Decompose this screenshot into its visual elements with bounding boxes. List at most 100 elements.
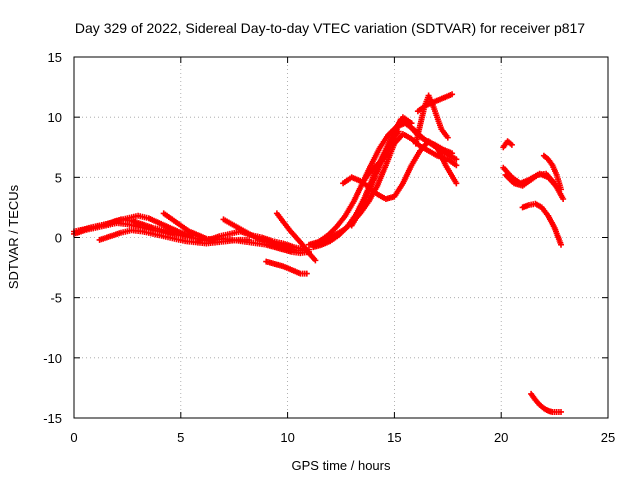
x-tick-label: 15 (387, 430, 401, 445)
data-point (502, 171, 516, 185)
data-point (528, 171, 541, 183)
data-point (538, 204, 550, 218)
data-point (303, 270, 310, 277)
x-tick-label: 25 (601, 430, 615, 445)
data-point (532, 200, 544, 210)
data-point (397, 116, 411, 128)
data-point (540, 405, 550, 413)
data-point (241, 228, 257, 240)
data-point (519, 177, 533, 189)
y-tick-label: 10 (48, 110, 62, 125)
data-point (438, 126, 450, 139)
data-point (293, 234, 305, 247)
data-point (449, 150, 456, 157)
data-point (408, 149, 422, 169)
series-arc-3 (75, 216, 189, 240)
data-point (365, 170, 380, 195)
data-point (350, 182, 365, 205)
axis-ticks: 0 5 10 15 20 25 -15 -10 -5 0 5 10 15 (43, 50, 615, 445)
x-tick-label: 20 (494, 430, 508, 445)
series-arc-23 (540, 152, 565, 193)
data-point (526, 201, 537, 208)
data-point (549, 409, 558, 415)
data-point (299, 241, 311, 255)
data-point (367, 147, 382, 169)
y-axis-label: SDTVAR / TECUs (6, 184, 21, 289)
y-tick-label: -15 (43, 411, 62, 426)
data-point (558, 186, 565, 193)
x-tick-label: 5 (177, 430, 184, 445)
data-point (306, 250, 318, 262)
x-tick-label: 0 (70, 430, 77, 445)
data-point (504, 138, 514, 147)
data-point (558, 408, 565, 415)
data-point (399, 164, 414, 187)
data-point (325, 225, 339, 239)
data-point (107, 230, 123, 240)
data-point (376, 133, 390, 152)
data-point (453, 162, 460, 169)
data-point (545, 174, 559, 189)
data-point (560, 195, 567, 202)
data-point (391, 182, 405, 200)
data-point (453, 156, 460, 163)
data-point (380, 134, 395, 163)
data-point (273, 210, 285, 224)
series-arc-24 (528, 390, 565, 415)
data-point (280, 218, 292, 232)
data-point (500, 164, 514, 179)
data-point (442, 162, 459, 185)
series-arc-7 (220, 216, 312, 254)
data-point (429, 102, 440, 119)
data-point (335, 225, 349, 239)
data-point (177, 222, 191, 234)
data-point (160, 210, 174, 222)
data-point (348, 209, 363, 229)
y-tick-label: 5 (55, 170, 62, 185)
x-axis-label: GPS time / hours (292, 458, 391, 473)
data-point (434, 114, 444, 131)
series-arc-19 (500, 138, 515, 151)
y-tick-label: 0 (55, 231, 62, 246)
chart-title: Day 329 of 2022, Sidereal Day-to-day VTE… (75, 20, 585, 36)
data-point (444, 151, 458, 162)
data-point (399, 114, 413, 125)
data-point (540, 152, 550, 162)
data-point (553, 409, 562, 415)
data-point (359, 172, 371, 187)
data-point (508, 141, 515, 148)
data-point (453, 180, 460, 187)
series-arc-21 (502, 170, 560, 190)
series-arc-9 (273, 210, 319, 264)
data-point (528, 390, 538, 402)
series-arc-18 (412, 92, 451, 147)
data-point (444, 156, 458, 168)
data-point (545, 212, 557, 230)
data-point (449, 91, 456, 98)
data-point (532, 396, 542, 407)
data-point (536, 401, 546, 411)
data-point (372, 159, 383, 170)
data-point (357, 190, 371, 214)
data-point (374, 191, 388, 201)
data-series (71, 91, 567, 415)
data-point (558, 241, 565, 248)
data-point (333, 214, 348, 230)
grid (74, 57, 608, 418)
x-tick-label: 10 (280, 430, 294, 445)
data-point (425, 147, 439, 158)
data-point (545, 156, 555, 167)
data-point (220, 216, 236, 228)
y-tick-label: -5 (50, 291, 62, 306)
data-point (444, 134, 451, 141)
y-tick-label: -10 (43, 351, 62, 366)
data-point (312, 257, 319, 264)
data-point (342, 200, 356, 219)
data-point (327, 233, 341, 245)
data-point (374, 164, 389, 189)
data-point (365, 164, 377, 177)
series-arc-8 (263, 258, 310, 277)
series-arc-13 (340, 138, 460, 202)
data-point (286, 227, 298, 240)
